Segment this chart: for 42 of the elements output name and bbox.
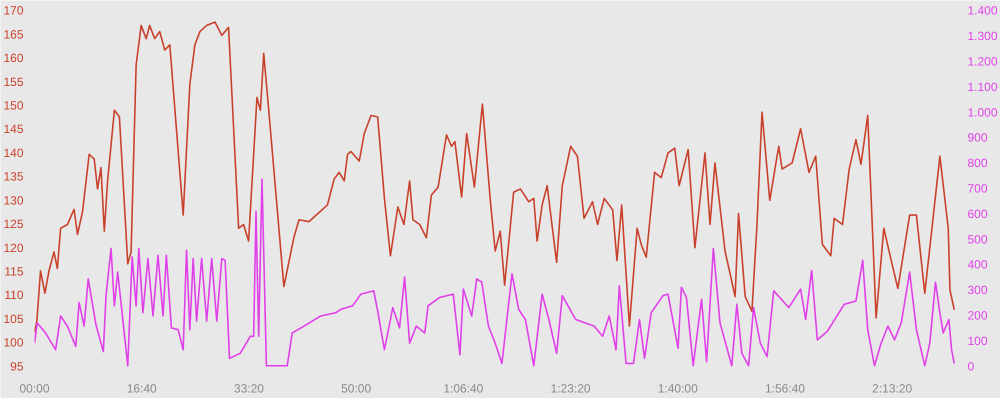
x-tick-label: 1:06:40 [443,382,484,396]
y2-tick-label: 1.300 [968,29,998,44]
y-tick-label: 145 [3,122,24,136]
y-tick-label: 140 [3,146,24,160]
line-series [34,21,956,334]
y2-tick-label: 200 [968,308,988,322]
y2-tick-label: 1.200 [968,54,998,69]
x-tick-label: 00:00 [19,382,50,396]
y-tick-label: 130 [3,193,24,208]
line-series [34,178,956,367]
y-tick-label: 155 [3,74,24,89]
y-tick-label: 165 [3,27,24,42]
y-tick-label: 150 [3,98,24,113]
y-tick-label: 115 [4,264,24,278]
y2-tick-label: 400 [968,258,988,272]
x-tick-label: 1:40:00 [658,382,698,396]
y2-tick-label: 1.000 [968,105,998,120]
x-tick-label: 33:20 [234,382,264,396]
y-tick-label: 125 [3,217,24,232]
y2-tick-label: 700 [968,182,988,196]
x-tick-label: 1:56:40 [764,382,806,396]
y-tick-label: 100 [3,336,24,350]
x-tick-label: 50:00 [341,382,372,396]
x-tick-label: 2:13:20 [872,382,913,396]
y-tick-label: 120 [3,240,24,255]
y-tick-label: 105 [3,312,24,326]
y-tick-label: 135 [3,170,24,184]
y2-tick-label: 500 [968,232,988,246]
y2-tick-label: 1.400 [968,4,998,18]
y2-tick-label: 800 [968,156,988,170]
y2-tick-label: 600 [968,206,988,221]
x-tick-label: 16:40 [126,382,158,396]
x-tick-label: 1:23:20 [550,382,591,396]
y2-tick-label: 900 [968,130,988,145]
y-tick-label: 170 [3,4,24,18]
y-tick-label: 160 [3,51,24,66]
y2-tick-label: 300 [968,283,988,298]
y-tick-label: 110 [4,288,24,302]
y2-tick-label: 100 [968,334,988,348]
y-tick-label: 95 [10,359,24,374]
y2-tick-label: 0 [968,359,974,374]
y2-tick-label: 1.100 [968,80,998,94]
